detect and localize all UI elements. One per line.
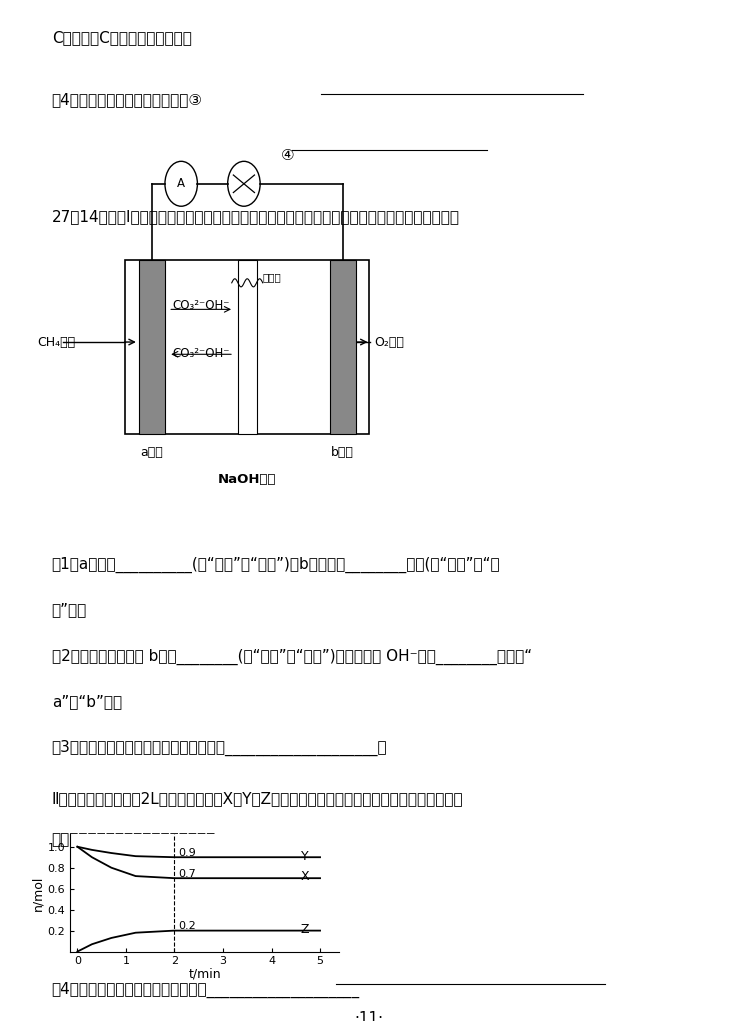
Y-axis label: n/mol: n/mol — [32, 875, 45, 911]
Polygon shape — [238, 260, 257, 434]
Text: 27（14分）．Ⅰ．燃料电池是一种高效、环境友好的供电装置，下图是甲烷燃料电池原理示意图：: 27（14分）．Ⅰ．燃料电池是一种高效、环境友好的供电装置，下图是甲烷燃料电池原… — [52, 209, 460, 225]
Text: 0.7: 0.7 — [179, 869, 196, 879]
Text: 原”）；: 原”）； — [52, 602, 87, 618]
Text: （3）写出该装置中负极上的电极反应式：____________________。: （3）写出该装置中负极上的电极反应式：____________________。 — [52, 740, 387, 757]
Polygon shape — [139, 260, 165, 434]
Text: CO₃²⁻OH⁻: CO₃²⁻OH⁻ — [173, 299, 230, 312]
Text: A: A — [177, 178, 185, 190]
Text: X: X — [300, 870, 309, 883]
Text: （2）外电路中电子从 b电极________(填“流入”或“流出”)，内电路中 OH⁻移向________极（填“: （2）外电路中电子从 b电极________(填“流入”或“流出”)，内电路中 … — [52, 648, 532, 665]
Text: （4）图中对应的化学反应方程式为：____________________: （4）图中对应的化学反应方程式为：____________________ — [52, 982, 360, 999]
Text: 正碳云: 正碳云 — [263, 273, 281, 283]
Text: b电极: b电极 — [331, 446, 354, 459]
Text: ·11·: ·11· — [354, 1011, 384, 1021]
Text: 0.9: 0.9 — [179, 847, 196, 858]
Text: C．有机物C与丙烯酸属于同系物: C．有机物C与丙烯酸属于同系物 — [52, 31, 192, 46]
Polygon shape — [330, 260, 356, 434]
Text: 所示。根据图中数据，试填写下列空白：: 所示。根据图中数据，试填写下列空白： — [52, 832, 216, 847]
Text: （1）a电极为__________(填“正极”或“负极”)，b电极发生________反应(填“氧化”或“还: （1）a电极为__________(填“正极”或“负极”)，b电极发生_____… — [52, 556, 500, 573]
Text: O₂入口: O₂入口 — [374, 336, 404, 348]
Text: Ⅱ．某温度时，在一个2L的密闭容器中，X、Y、Z三种气态物质的物质的量随时间的变化曲线如图: Ⅱ．某温度时，在一个2L的密闭容器中，X、Y、Z三种气态物质的物质的量随时间的变… — [52, 791, 463, 807]
Text: CO₃²⁻OH⁻: CO₃²⁻OH⁻ — [173, 347, 230, 360]
Text: Z: Z — [300, 923, 309, 935]
Text: NaOH溶液: NaOH溶液 — [218, 473, 277, 486]
Text: CH₄入口: CH₄入口 — [37, 336, 75, 348]
X-axis label: t/min: t/min — [188, 968, 221, 981]
Text: a”或“b”）；: a”或“b”）； — [52, 694, 122, 710]
Text: Y: Y — [300, 850, 308, 863]
Text: ④: ④ — [280, 148, 294, 163]
Text: 0.2: 0.2 — [179, 921, 196, 931]
Text: a电极: a电极 — [140, 446, 163, 459]
Text: （4）写出下列化学反应方程式：③: （4）写出下列化学反应方程式：③ — [52, 92, 203, 107]
